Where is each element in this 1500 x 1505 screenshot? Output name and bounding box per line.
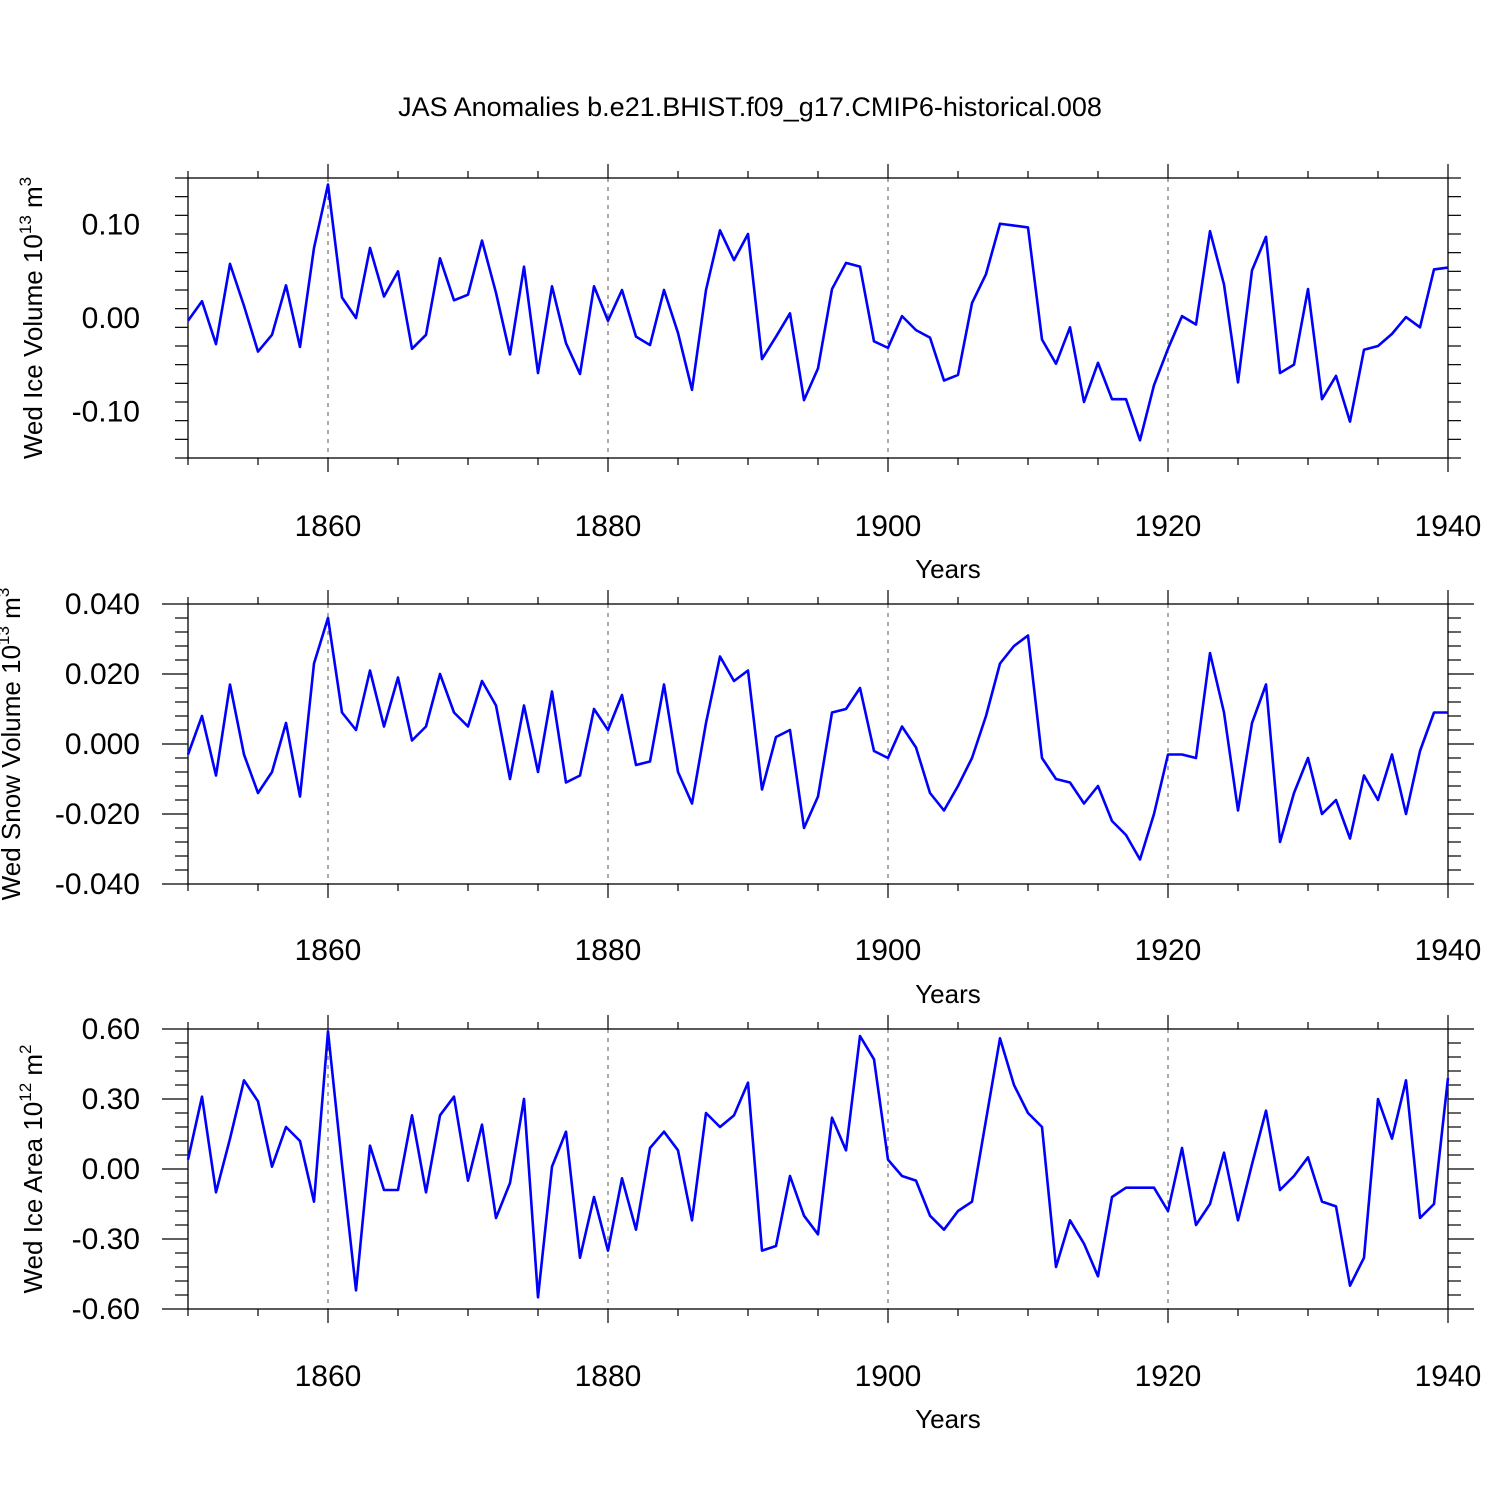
data-line-wed-ice-volume [186,183,1449,442]
y-axis-label-unit-exponent: 3 [16,177,35,186]
x-axis-label: Years [915,554,981,584]
x-tick-label: 1900 [855,1360,922,1393]
y-axis-label: Wed Snow Volume 1013 m3 [0,588,26,901]
y-axis-label-exponent: 12 [16,1083,35,1102]
panel-1: -0.10 0.00 0.10 1860 1880 1900 1920 1940 Years We… [16,164,1481,584]
panel-2: -0.040 -0.020 0.000 0.020 0.040 1860 1880 1900 1… [0,588,1481,1009]
y-tick-label: -0.020 [55,798,140,831]
y-axis-label-unit: m [18,186,48,215]
y-tick-label: 0.040 [65,588,140,621]
plot-frame [187,177,1449,459]
x-tick-label: 1920 [1135,1360,1202,1393]
y-axis-label-unit: m [0,597,26,626]
y-axis-label-unit-exponent: 2 [16,1044,35,1053]
x-tick-label: 1920 [1135,510,1202,543]
plot-frame [187,603,1449,885]
y-tick-label: -0.60 [72,1293,140,1326]
y-tick-label: 0.60 [82,1013,140,1046]
data-line-wed-ice-area [186,1030,1450,1299]
y-tick-label: 0.00 [82,302,140,335]
y-tick-label: -0.30 [72,1223,140,1256]
y-axis-label-exponent: 13 [16,215,35,234]
x-tick-label: 1860 [295,1360,362,1393]
x-tick-label: 1940 [1415,934,1482,967]
data-line-wed-snow-volume [186,616,1448,861]
y-tick-label: 0.30 [82,1083,140,1116]
y-tick-label: -0.040 [55,868,140,901]
x-tick-label: 1900 [855,510,922,543]
x-tick-label: 1860 [295,934,362,967]
y-axis-label-unit: m [18,1054,48,1083]
x-tick-label: 1880 [575,934,642,967]
y-axis-label-text: Wed Ice Area 10 [18,1102,48,1294]
x-tick-label: 1940 [1415,1360,1482,1393]
y-axis-label-text: Wed Snow Volume 10 [0,645,26,900]
y-axis-label: Wed Ice Volume 1013 m3 [16,177,48,459]
y-tick-label: 0.020 [65,658,140,691]
y-axis-label-unit-exponent: 3 [0,588,13,597]
y-tick-label: 0.00 [82,1153,140,1186]
x-tick-label: 1860 [295,510,362,543]
y-tick-label: 0.10 [82,209,140,242]
x-axis-label: Years [915,1404,981,1434]
x-tick-label: 1920 [1135,934,1202,967]
y-axis-label: Wed Ice Area 1012 m2 [16,1044,48,1293]
y-tick-label: -0.10 [72,395,140,428]
chart-title: JAS Anomalies b.e21.BHIST.f09_g17.CMIP6-… [398,92,1102,122]
x-tick-label: 1940 [1415,510,1482,543]
y-axis-label-text: Wed Ice Volume 10 [18,234,48,459]
x-tick-label: 1900 [855,934,922,967]
panel-3: -0.60 -0.30 0.00 0.30 0.60 1860 1880 1900 1920 19… [16,1013,1481,1434]
x-axis-label: Years [915,979,981,1009]
x-tick-label: 1880 [575,510,642,543]
y-axis-label-exponent: 13 [0,626,13,645]
y-tick-label: 0.000 [65,728,140,761]
x-tick-label: 1880 [575,1360,642,1393]
